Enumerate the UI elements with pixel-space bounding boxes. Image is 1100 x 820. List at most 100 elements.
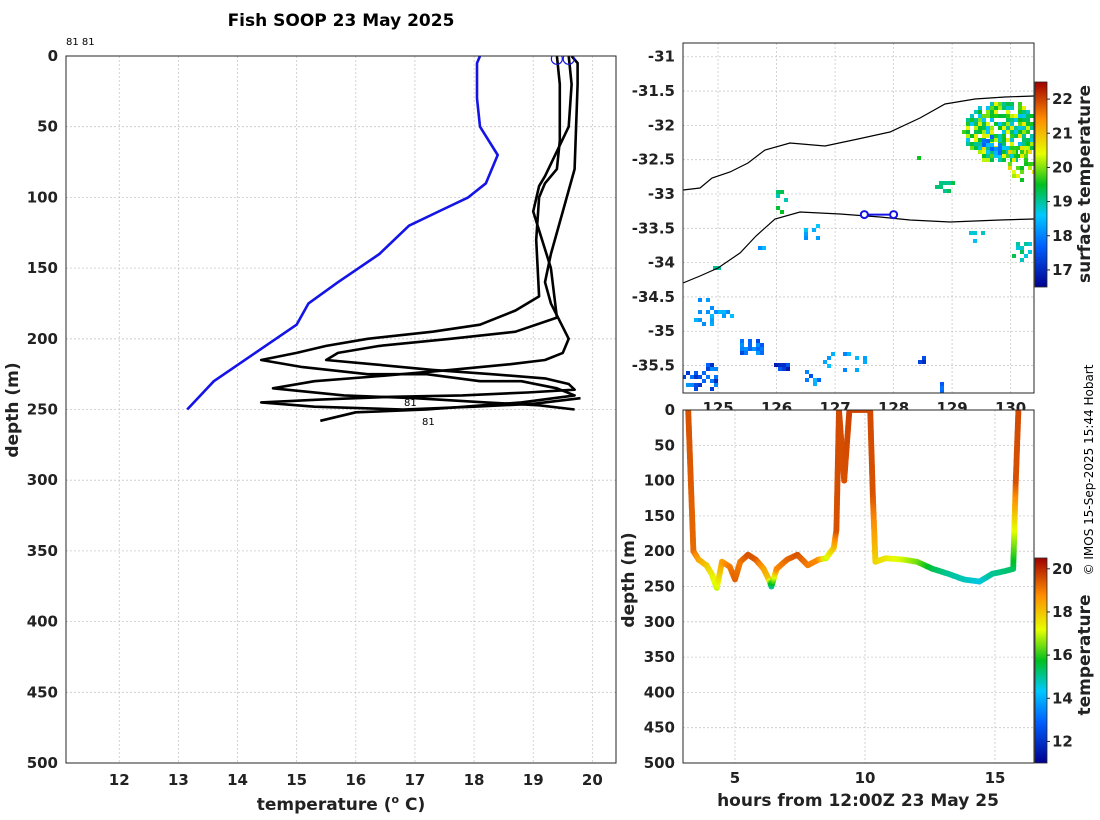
map-sst-cell (982, 139, 986, 143)
map-sst-cell (1020, 146, 1024, 150)
map-sst-cell (978, 142, 982, 146)
transect-x-tick-label: 15 (985, 769, 1006, 787)
map-sst-cell (940, 382, 944, 386)
map-sst-cell (1002, 130, 1006, 134)
map-sst-cell (1022, 130, 1026, 134)
map-sst-cell (1018, 134, 1022, 138)
map-sst-cell (978, 106, 982, 110)
map-sst-cell (1022, 138, 1026, 142)
map-sst-cell (978, 126, 982, 130)
map-sst-cell (776, 206, 780, 210)
map-sst-cell (760, 347, 764, 351)
map-sst-cell (990, 143, 994, 147)
map-sst-cell (756, 343, 760, 347)
map-sst-cell (1012, 150, 1016, 154)
map-sst-cell (982, 158, 986, 162)
map-sst-cell (809, 374, 813, 378)
map-sst-cell (966, 134, 970, 138)
map-sst-cell (782, 367, 786, 371)
map-sst-cell (694, 371, 698, 375)
map-sst-cell (740, 347, 744, 351)
map-sst-cell (973, 239, 977, 243)
transect-y-tick-label: 350 (644, 648, 675, 666)
map-sst-cell (694, 383, 698, 387)
transect-colorbar (1034, 557, 1048, 764)
map-sst-cell (998, 151, 1002, 155)
map-sst-cell (827, 364, 831, 368)
profile-x-tick-label: 16 (345, 771, 366, 789)
map-sst-cell (986, 130, 990, 134)
map-sst-cell (1014, 134, 1018, 138)
profile-y-tick-label: 100 (27, 188, 58, 206)
profile-x-tick-label: 19 (523, 771, 544, 789)
map-sst-cell (1002, 106, 1006, 110)
transect-x-tick-label: 10 (855, 769, 876, 787)
map-sst-cell (962, 130, 966, 134)
map-sst-cell (966, 130, 970, 134)
map-sst-cell (970, 118, 974, 122)
map-track-marker (859, 210, 869, 220)
map-sst-cell (1030, 114, 1034, 118)
map-sst-cell (786, 363, 790, 367)
transect-y-tick-label: 100 (644, 472, 675, 490)
map-sst-cell (690, 383, 694, 387)
map-sst-cell (782, 363, 786, 367)
map-sst-cell (1010, 114, 1014, 118)
map-sst-cell (1030, 134, 1034, 138)
transect-y-ticks: 0 50 100 150 200 250 300 350 400 450 500 (644, 401, 675, 772)
map-sst-cell (1026, 114, 1030, 118)
map-sst-cell (730, 314, 734, 318)
map-sst-cell (748, 343, 752, 347)
map-sst-cell (1002, 122, 1006, 126)
map-sst-cell (1020, 258, 1024, 262)
map-sst-cell (710, 367, 714, 371)
map-sst-cell (740, 339, 744, 343)
map-sst-cell (805, 378, 809, 382)
map-sst-cell (686, 371, 690, 375)
map-sst-cell (986, 114, 990, 118)
map-sst-cell (966, 122, 970, 126)
map-sst-cell (698, 375, 702, 379)
map-sst-cell (986, 150, 990, 154)
map-sst-cell (974, 110, 978, 114)
profile-frame (65, 55, 617, 764)
map-sst-cell (970, 142, 974, 146)
map-sst-cell (1018, 142, 1022, 146)
map-colorbar-tick-label: 18 (1052, 227, 1073, 245)
map-sst-cell (1006, 126, 1010, 130)
map-sst-cell (1002, 158, 1006, 162)
map-sst-cell (1024, 254, 1028, 258)
map-sst-cell (780, 210, 784, 214)
map-sst-cell (1010, 130, 1014, 134)
map-sst-cell (1022, 118, 1026, 122)
map-sst-cell (1022, 134, 1026, 138)
map-sst-cell (1018, 106, 1022, 110)
map-y-tick-label: -31 (648, 48, 675, 66)
map-y-tick-label: -33.5 (632, 219, 675, 237)
profile-y-tick-label: 300 (27, 471, 58, 489)
map-sst-cell (998, 126, 1002, 130)
map-sst-cell (752, 347, 756, 351)
map-sst-cell (974, 118, 978, 122)
map-sst-cell (986, 143, 990, 147)
map-sst-cell (1010, 146, 1014, 150)
map-sst-cell (998, 147, 1002, 151)
map-sst-cell (986, 154, 990, 158)
map-colorbar-ticks: 17 18 19 20 21 22 (1047, 90, 1073, 279)
map-sst-cell (947, 189, 951, 193)
map-frame (682, 42, 1035, 394)
map-sst-cell (706, 367, 710, 371)
map-sst-cell (982, 130, 986, 134)
map-sst-cell (998, 102, 1002, 106)
map-sst-cell (982, 134, 986, 138)
map-sst-cell (1006, 102, 1010, 106)
map-sst-cell (698, 318, 702, 322)
map-sst-cell (694, 387, 698, 391)
map-sst-cell (726, 310, 730, 314)
map-sst-cell (1030, 126, 1034, 130)
map-sst-cell (1006, 138, 1010, 142)
map-sst-cell (986, 122, 990, 126)
profile-plot-area (66, 56, 616, 763)
map-sst-cell (1006, 110, 1010, 114)
